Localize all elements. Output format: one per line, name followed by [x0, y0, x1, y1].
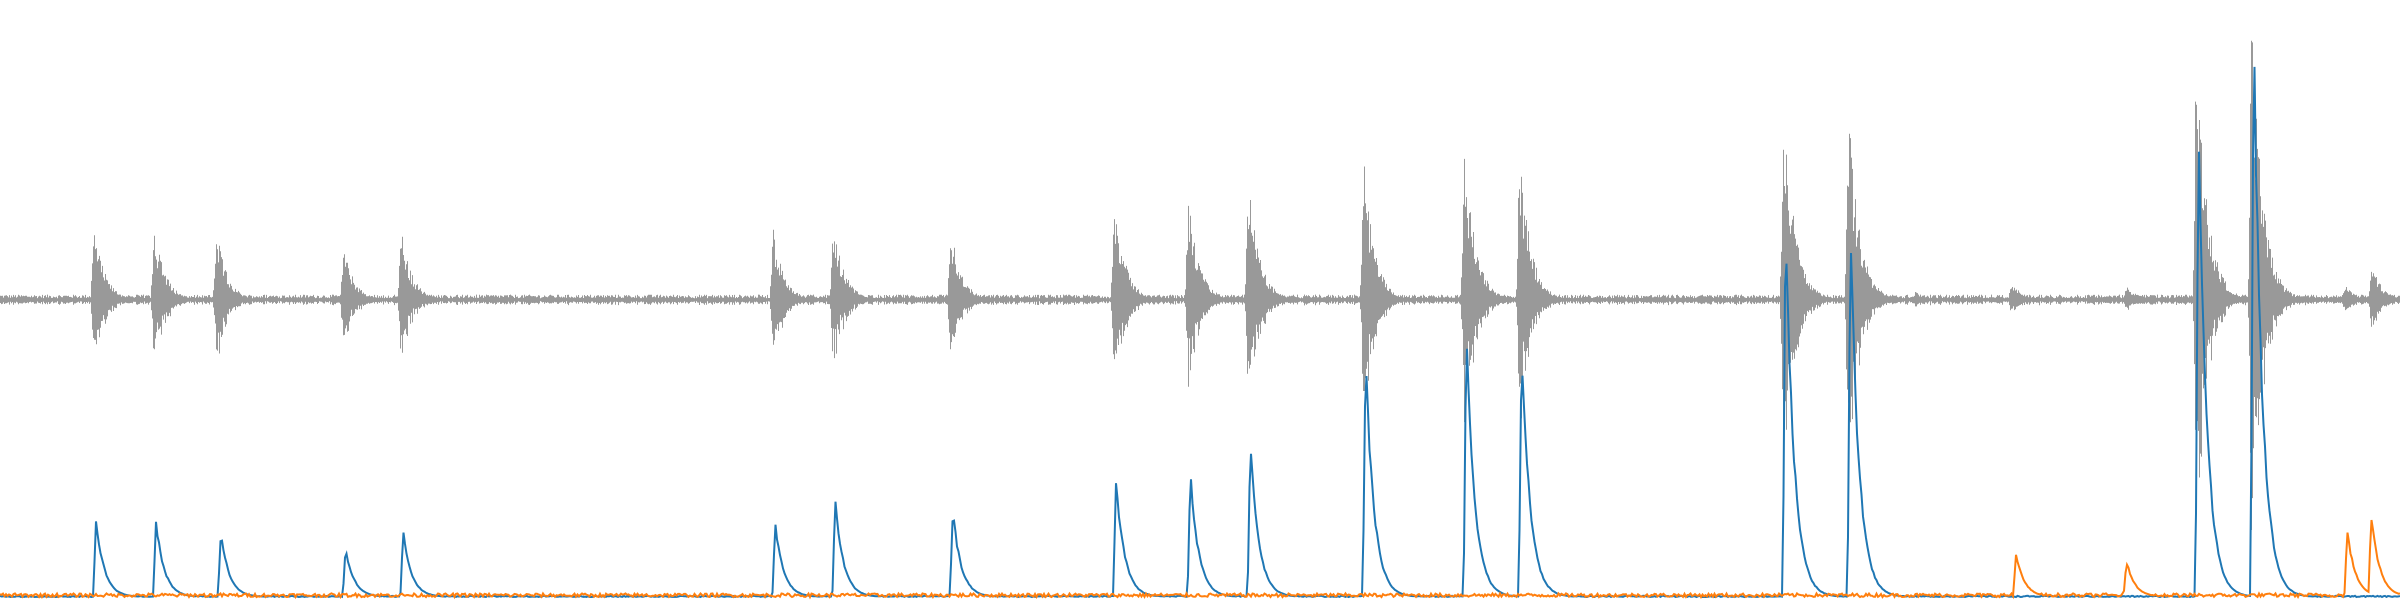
waveform-layer	[0, 40, 2400, 530]
series-layer	[0, 66, 2400, 600]
series-line-1	[0, 519, 2400, 600]
series-line-0	[0, 66, 2400, 599]
waveform-line	[0, 40, 2400, 530]
